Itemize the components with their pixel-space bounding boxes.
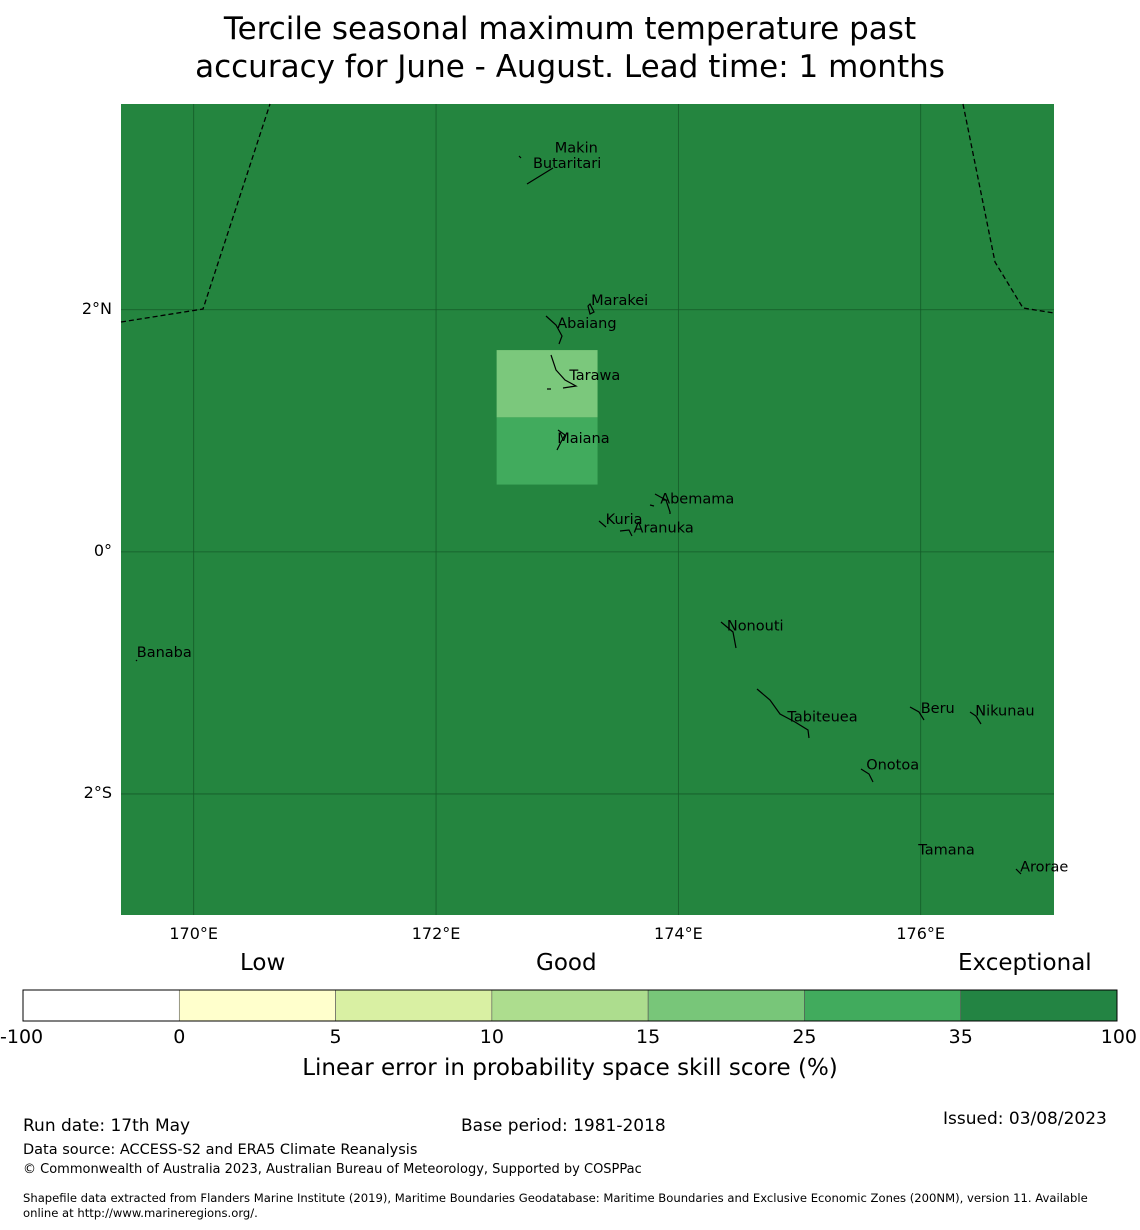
place-label-makin: Makin	[555, 140, 598, 156]
shapefile-credit-line-2: online at http://www.marineregions.org/.	[23, 1206, 258, 1220]
colorbar-tick-label: 10	[479, 1026, 504, 1048]
island-outline-11	[619, 529, 633, 537]
colorbar-tick-label: 15	[636, 1026, 661, 1048]
colorbar-heading-exceptional: Exceptional	[958, 950, 1092, 976]
issued-date: Issued: 03/08/2023	[943, 1109, 1107, 1129]
skill-cell-1	[496, 350, 598, 418]
colorbar-bin-7	[960, 989, 1118, 1022]
place-label-aranuka: Aranuka	[634, 520, 694, 536]
lat-tick-label: 2°S	[83, 782, 112, 802]
island-outline-9	[649, 504, 655, 507]
map-background	[121, 104, 1054, 915]
island-outline-13	[756, 688, 810, 739]
place-label-beru: Beru	[921, 701, 955, 717]
base-period: Base period: 1981-2018	[461, 1116, 666, 1136]
place-label-kuria: Kuria	[606, 512, 643, 528]
eez-boundary-west	[120, 103, 271, 323]
colorbar-bin-2	[178, 989, 336, 1022]
island-outline-17	[1015, 868, 1022, 875]
colorbar-tick-label: -100	[0, 1026, 44, 1048]
lon-tick-label: 174°E	[654, 924, 703, 943]
place-label-maiana: Maiana	[557, 431, 609, 447]
island-outline-3	[587, 302, 595, 315]
island-outline-10	[598, 520, 607, 528]
place-label-tamana: Tamana	[917, 842, 974, 858]
skill-cell-2	[496, 417, 598, 485]
island-outline-1	[518, 155, 522, 159]
place-label-onotoa: Onotoa	[866, 758, 919, 774]
place-label-banaba: Banaba	[137, 645, 192, 661]
colorbar-bin-1	[22, 989, 180, 1022]
copyright: © Commonwealth of Australia 2023, Austra…	[23, 1162, 642, 1177]
island-outline-12	[720, 621, 737, 649]
place-label-marakei: Marakei	[591, 293, 648, 309]
place-label-nonouti: Nonouti	[727, 619, 784, 635]
colorbar-tick-label: 0	[173, 1026, 186, 1048]
island-outline-2	[526, 167, 554, 185]
island-outline-5	[550, 354, 578, 389]
colorbar-heading-good: Good	[536, 950, 597, 976]
map-title-line-2: accuracy for June - August. Lead time: 1…	[195, 49, 945, 85]
lat-tick-label: 2°N	[81, 298, 112, 318]
colorbar-bin-5	[647, 989, 805, 1022]
lon-tick-label: 176°E	[896, 924, 946, 943]
place-label-abemama: Abemama	[660, 491, 734, 507]
island-outline-8	[654, 493, 671, 514]
run-date: Run date: 17th May	[23, 1116, 191, 1136]
place-label-arorae: Arorae	[1020, 859, 1068, 875]
place-label-abaiang: Abaiang	[557, 316, 616, 332]
island-outline-4	[545, 315, 563, 345]
map-title-line-1: Tercile seasonal maximum temperature pas…	[223, 11, 917, 47]
place-label-butaritari: Butaritari	[533, 156, 601, 172]
island-outline-14	[909, 706, 925, 721]
colorbar-tick-label: 100	[1100, 1026, 1137, 1048]
colorbar-tick-label: 35	[948, 1026, 973, 1048]
colorbar-label: Linear error in probability space skill …	[302, 1055, 838, 1081]
colorbar-bin-3	[335, 989, 493, 1022]
place-label-tabiteuea: Tabiteuea	[786, 709, 857, 725]
island-outline-7	[556, 429, 566, 451]
colorbar-heading-low: Low	[240, 950, 286, 976]
colorbar-bin-6	[804, 989, 962, 1022]
island-outline-15	[969, 711, 982, 725]
place-label-nikunau: Nikunau	[975, 703, 1034, 719]
island-outline-18	[135, 659, 138, 662]
colorbar-frame	[22, 989, 1118, 1022]
colorbar-tick-label: 5	[329, 1026, 342, 1048]
lon-tick-label: 170°E	[169, 924, 219, 943]
data-source: Data source: ACCESS-S2 and ERA5 Climate …	[23, 1142, 418, 1158]
eez-boundary-east	[962, 103, 1055, 314]
place-label-tarawa: Tarawa	[568, 368, 620, 384]
shapefile-credit-line-1: Shapefile data extracted from Flanders M…	[23, 1191, 1088, 1205]
lon-tick-label: 172°E	[411, 924, 461, 943]
island-outline-16	[860, 768, 874, 783]
map-title: Tercile seasonal maximum temperature pas…	[0, 10, 1140, 86]
lat-tick-label: 0°	[93, 540, 112, 560]
colorbar-bin-4	[491, 989, 649, 1022]
colorbar-tick-label: 25	[792, 1026, 817, 1048]
